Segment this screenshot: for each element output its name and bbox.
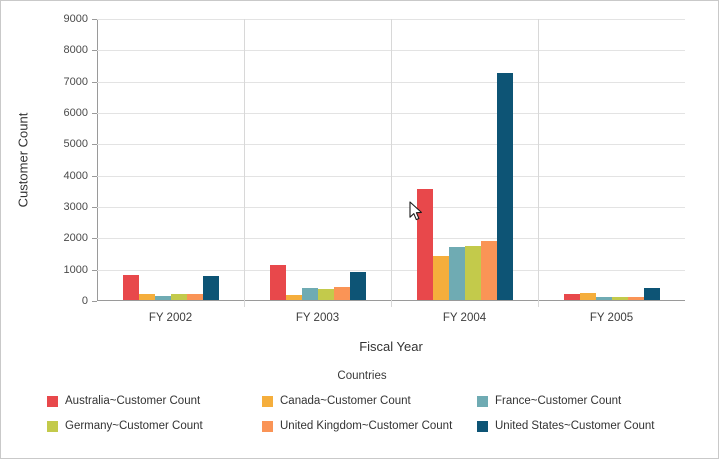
y-tick-mark <box>92 270 97 271</box>
bar[interactable] <box>269 265 286 300</box>
bar[interactable] <box>301 288 318 300</box>
legend: Countries Australia~Customer Count Canada… <box>47 370 677 439</box>
bar[interactable] <box>448 247 465 300</box>
bar[interactable] <box>138 294 155 300</box>
legend-item-label: France~Customer Count <box>495 394 622 407</box>
bar[interactable] <box>611 297 628 300</box>
x-axis-separator <box>538 19 539 307</box>
y-tick-mark <box>92 19 97 20</box>
y-tick-label: 7000 <box>63 76 88 88</box>
bar-group-bars <box>244 18 391 300</box>
legend-item-label: Australia~Customer Count <box>65 394 201 407</box>
legend-swatch-icon <box>477 396 488 407</box>
bar-group: FY 2004 <box>391 18 538 324</box>
legend-swatch-icon <box>262 396 273 407</box>
bar[interactable] <box>186 294 203 300</box>
bar-group: FY 2005 <box>538 18 685 324</box>
bar-group-bars <box>538 18 685 300</box>
bar[interactable] <box>416 189 433 300</box>
y-axis-title: Customer Count <box>15 112 31 208</box>
bar[interactable] <box>643 288 660 300</box>
y-tick-label: 3000 <box>63 201 88 213</box>
legend-item-label: Germany~Customer Count <box>65 419 203 432</box>
bar[interactable] <box>202 276 219 300</box>
y-tick-mark <box>92 176 97 177</box>
y-axis-line <box>97 19 98 301</box>
legend-item[interactable]: Australia~Customer Count <box>47 394 262 408</box>
legend-swatch-icon <box>477 421 488 432</box>
bar[interactable] <box>432 256 449 300</box>
legend-item-label: United Kingdom~Customer Count <box>280 419 453 432</box>
y-tick-label: 9000 <box>63 13 88 25</box>
legend-items: Australia~Customer Count Canada~Customer … <box>47 389 677 439</box>
y-tick-label: 0 <box>81 295 88 307</box>
legend-item[interactable]: United States~Customer Count <box>477 419 677 433</box>
x-axis-separator <box>391 19 392 307</box>
x-axis-separator <box>244 19 245 307</box>
bar[interactable] <box>154 296 171 300</box>
bar[interactable] <box>563 294 580 300</box>
y-tick-mark <box>92 82 97 83</box>
y-tick-mark <box>92 50 97 51</box>
x-tick-label: FY 2004 <box>442 312 487 324</box>
bar[interactable] <box>333 287 350 300</box>
y-tick-label: 2000 <box>63 232 88 244</box>
y-tick-mark <box>92 238 97 239</box>
legend-item-label: United States~Customer Count <box>495 419 655 432</box>
y-tick-label: 8000 <box>63 44 88 56</box>
x-tick-label: FY 2005 <box>589 312 634 324</box>
bar[interactable] <box>349 272 366 300</box>
bar[interactable] <box>317 289 334 300</box>
bar-group-bars <box>97 18 244 300</box>
y-tick-label: 5000 <box>63 138 88 150</box>
bar[interactable] <box>595 297 612 300</box>
legend-swatch-icon <box>262 421 273 432</box>
y-tick-mark <box>92 144 97 145</box>
legend-item[interactable]: France~Customer Count <box>477 394 677 408</box>
y-tick-mark <box>92 207 97 208</box>
legend-swatch-icon <box>47 396 58 407</box>
bar[interactable] <box>122 275 139 300</box>
legend-swatch-icon <box>47 421 58 432</box>
legend-item[interactable]: Canada~Customer Count <box>262 394 477 408</box>
x-tick-label: FY 2003 <box>295 312 340 324</box>
bar[interactable] <box>579 293 596 300</box>
bar-group: FY 2002 <box>97 18 244 324</box>
y-tick-mark <box>92 113 97 114</box>
bar[interactable] <box>627 297 644 300</box>
bar[interactable] <box>285 295 302 300</box>
y-tick-label: 1000 <box>63 264 88 276</box>
bar-group: FY 2003 <box>244 18 391 324</box>
legend-title: Countries <box>337 370 387 382</box>
legend-item-label: Canada~Customer Count <box>280 394 411 407</box>
bar[interactable] <box>464 246 481 300</box>
y-tick-label: 4000 <box>63 170 88 182</box>
bar[interactable] <box>480 241 497 300</box>
legend-item[interactable]: Germany~Customer Count <box>47 419 262 433</box>
legend-item[interactable]: United Kingdom~Customer Count <box>262 419 477 433</box>
y-tick-label: 6000 <box>63 107 88 119</box>
bar[interactable] <box>496 73 513 300</box>
bar[interactable] <box>170 294 187 300</box>
y-tick-mark <box>92 301 97 302</box>
x-axis-title: Fiscal Year <box>359 339 423 354</box>
plot-area[interactable]: 9000 8000 7000 6000 5000 4000 3000 2000 1000 0 FY … <box>64 13 685 324</box>
x-tick-label: FY 2002 <box>148 312 193 324</box>
bar-group-bars <box>391 18 538 300</box>
